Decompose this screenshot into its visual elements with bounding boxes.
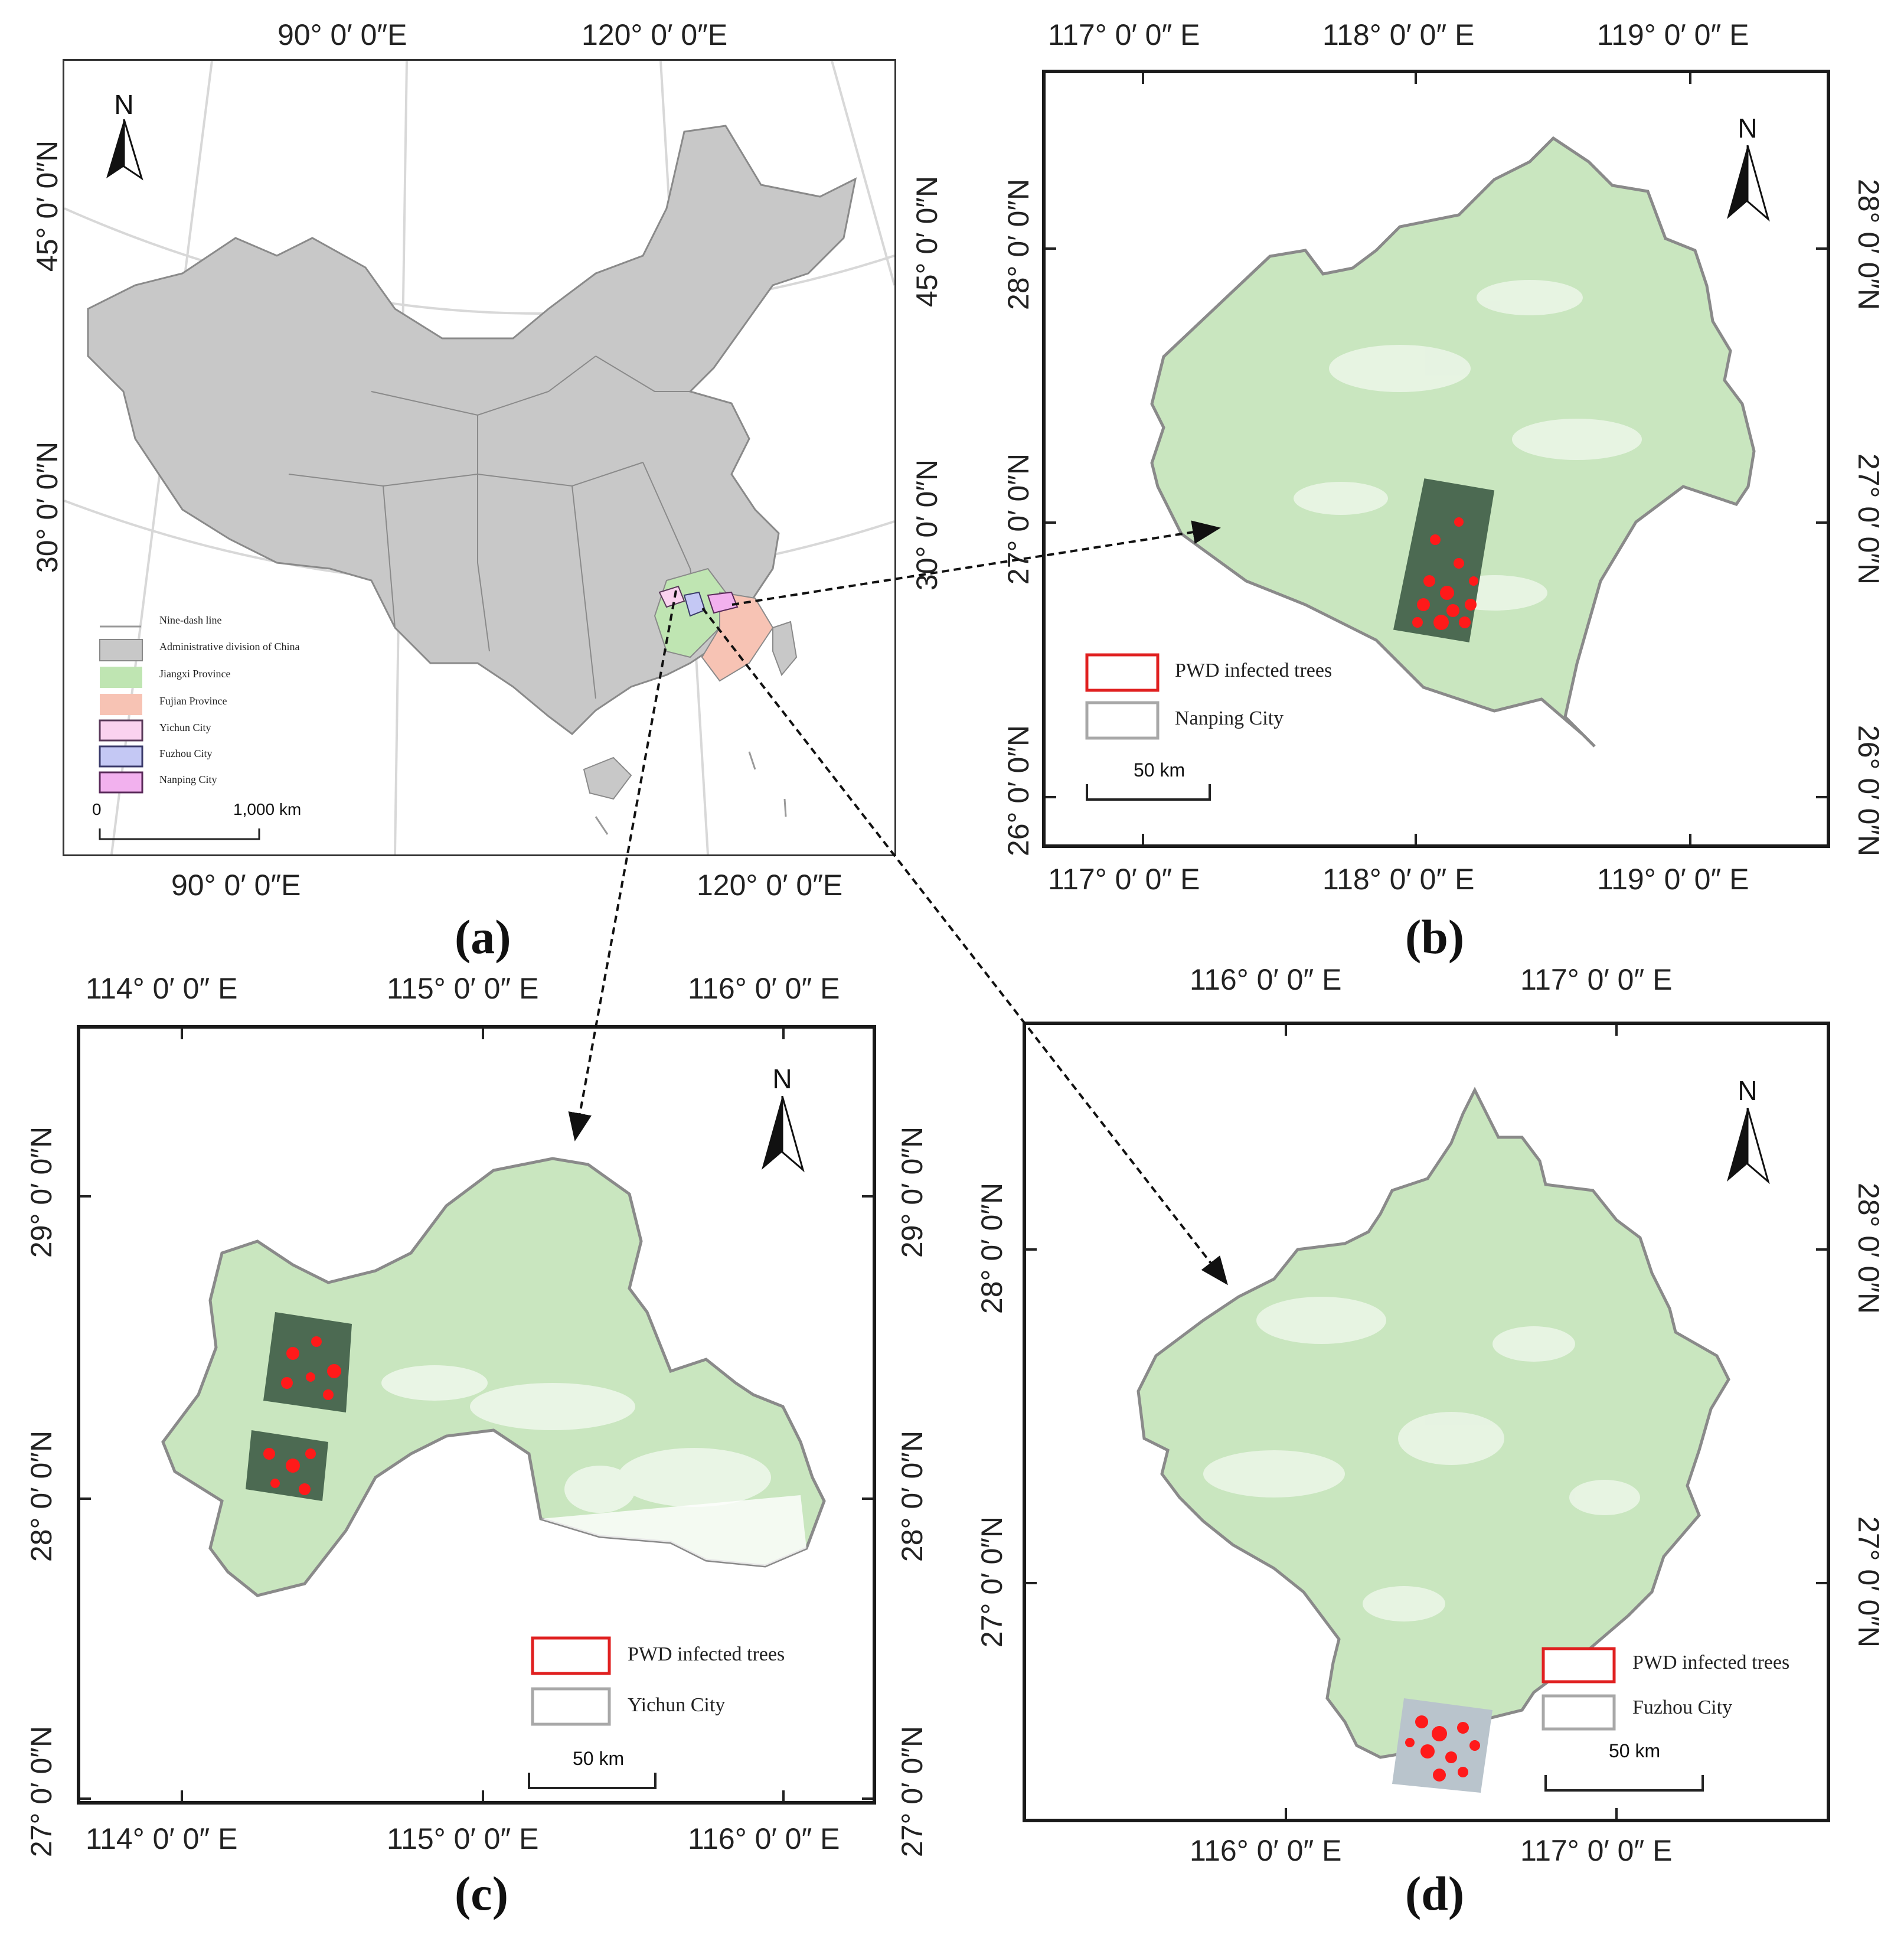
coord-b-bot-lon3: 119° 0′ 0″ E	[1597, 863, 1749, 896]
legend-fujian: Fujian Province	[159, 695, 227, 707]
legend-d-infected: PWD infected trees	[1632, 1652, 1790, 1673]
coord-a-top-lon1: 90° 0′ 0″E	[277, 18, 407, 51]
panel-label-c: (c)	[455, 1867, 509, 1920]
panel-label-a: (a)	[455, 910, 511, 964]
coord-c-bot-lon3: 116° 0′ 0″ E	[688, 1822, 840, 1855]
china-overview-map	[64, 60, 896, 855]
coord-d-left-lat2: 27° 0′ 0″N	[975, 1516, 1008, 1648]
coord-d-top-lon2: 117° 0′ 0″ E	[1520, 963, 1673, 996]
north-arrow-icon	[1727, 1108, 1770, 1185]
scale-b: 50 km	[1134, 759, 1185, 781]
coord-c-right-lat2: 28° 0′ 0″N	[896, 1430, 929, 1562]
infected-image-tile-c1	[263, 1312, 352, 1412]
coord-b-top-lon2: 118° 0′ 0″ E	[1322, 18, 1475, 51]
north-letter-d: N	[1738, 1075, 1758, 1106]
coord-c-bot-lon2: 115° 0′ 0″ E	[387, 1822, 539, 1855]
coord-c-right-lat3: 27° 0′ 0″N	[896, 1725, 929, 1858]
coord-a-left-lat2: 30° 0′ 0″N	[31, 441, 64, 573]
coord-c-bot-lon1: 114° 0′ 0″ E	[86, 1822, 238, 1855]
legend-yichun: Yichun City	[159, 722, 211, 733]
legend-d-city: Fuzhou City	[1632, 1696, 1733, 1718]
coord-d-top-lon1: 116° 0′ 0″ E	[1190, 963, 1342, 996]
legend-nanping: Nanping City	[159, 774, 217, 785]
coord-a-bot-lon1: 90° 0′ 0″E	[171, 869, 301, 902]
north-arrow-icon	[762, 1096, 805, 1173]
china-admin-area	[87, 125, 857, 735]
coord-c-top-lon3: 116° 0′ 0″ E	[688, 972, 840, 1005]
coord-b-top-lon3: 119° 0′ 0″ E	[1597, 18, 1749, 51]
north-letter-a: N	[114, 89, 134, 120]
coord-a-top-lon2: 120° 0′ 0″E	[582, 18, 728, 51]
coord-c-right-lat1: 29° 0′ 0″N	[896, 1126, 929, 1258]
coord-c-top-lon1: 114° 0′ 0″ E	[86, 972, 238, 1005]
coord-b-left-lat3: 26° 0′ 0″N	[1002, 725, 1035, 857]
coord-a-right-lat2: 30° 0′ 0″N	[910, 459, 943, 591]
north-arrow-d: N	[1721, 1075, 1774, 1193]
scale-d: 50 km	[1609, 1740, 1661, 1761]
coord-d-bot-lon2: 117° 0′ 0″ E	[1520, 1834, 1673, 1867]
yichun-city-map	[80, 1029, 873, 1801]
coord-a-left-lat1: 45° 0′ 0″N	[31, 140, 64, 272]
coord-a-right-lat1: 45° 0′ 0″N	[910, 175, 943, 308]
coord-d-bot-lon1: 116° 0′ 0″ E	[1190, 1834, 1342, 1867]
panel-a-map-frame	[63, 59, 896, 856]
scale-end-a: 1,000 km	[233, 800, 302, 818]
nanping-city-map	[1046, 73, 1827, 844]
north-arrow-icon	[106, 119, 143, 181]
legend-admin-china: Administrative division of China	[159, 641, 300, 652]
infected-trees-c	[263, 1336, 341, 1495]
infected-trees-d	[1405, 1715, 1480, 1782]
infected-trees-b	[1412, 517, 1478, 630]
coord-c-top-lon2: 115° 0′ 0″ E	[387, 972, 539, 1005]
coord-b-right-lat3: 26° 0′ 0″N	[1852, 725, 1885, 857]
north-arrow-b: N	[1721, 112, 1774, 230]
scale-c: 50 km	[573, 1748, 625, 1769]
legend-jiangxi: Jiangxi Province	[159, 668, 231, 680]
coord-b-top-lon1: 117° 0′ 0″ E	[1048, 18, 1200, 51]
coord-b-left-lat1: 28° 0′ 0″N	[1002, 178, 1035, 311]
nanping-boundary	[1150, 136, 1756, 748]
north-letter-b: N	[1738, 113, 1758, 143]
coord-d-right-lat1: 28° 0′ 0″N	[1852, 1182, 1885, 1314]
coord-c-left-lat3: 27° 0′ 0″N	[25, 1725, 58, 1858]
coord-c-left-lat2: 28° 0′ 0″N	[25, 1430, 58, 1562]
north-arrow-c: N	[756, 1063, 809, 1181]
coord-a-bot-lon2: 120° 0′ 0″E	[697, 869, 843, 902]
panel-b-map-frame	[1042, 70, 1830, 848]
coord-b-right-lat2: 27° 0′ 0″N	[1852, 453, 1885, 585]
coord-d-left-lat1: 28° 0′ 0″N	[975, 1182, 1008, 1314]
fuzhou-city-map	[1026, 1025, 1827, 1819]
panel-label-b: (b)	[1405, 910, 1465, 964]
legend-c-infected: PWD infected trees	[628, 1643, 785, 1665]
coord-b-left-lat2: 27° 0′ 0″N	[1002, 453, 1035, 585]
panel-label-d: (d)	[1405, 1867, 1465, 1920]
legend-b-city: Nanping City	[1175, 707, 1284, 729]
legend-nine-dash: Nine-dash line	[159, 614, 222, 626]
legend-fuzhou: Fuzhou City	[159, 748, 213, 759]
coord-d-right-lat2: 27° 0′ 0″N	[1852, 1516, 1885, 1648]
north-arrow-a: N	[100, 89, 148, 183]
coord-b-bot-lon2: 118° 0′ 0″ E	[1322, 863, 1475, 896]
north-letter-c: N	[772, 1063, 792, 1094]
legend-c-city: Yichun City	[628, 1694, 726, 1716]
coord-c-left-lat1: 29° 0′ 0″N	[25, 1126, 58, 1258]
north-arrow-icon	[1727, 145, 1770, 222]
coord-b-bot-lon1: 117° 0′ 0″ E	[1048, 863, 1200, 896]
legend-b-infected: PWD infected trees	[1175, 660, 1333, 681]
coord-b-right-lat1: 28° 0′ 0″N	[1852, 178, 1885, 311]
scale-start-a: 0	[92, 800, 102, 818]
